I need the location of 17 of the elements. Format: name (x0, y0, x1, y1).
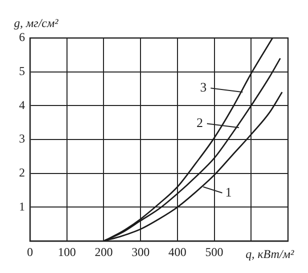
x-axis-title: q, кВт/м² (246, 247, 294, 262)
annotation: 3 (200, 80, 207, 95)
annotation: 2 (196, 115, 203, 130)
x-tick-label: 0 (27, 245, 33, 260)
x-tick-label: 300 (132, 245, 150, 260)
x-tick-label: 100 (58, 245, 76, 260)
annotation: 1 (225, 184, 232, 200)
y-tick-label: 1 (19, 199, 25, 214)
y-tick-label: 5 (19, 64, 25, 78)
y-axis-title: g, мг/см² (14, 16, 59, 30)
y-tick-label: 4 (19, 98, 25, 112)
y-tick-label: 2 (19, 165, 25, 180)
x-tick-label: 400 (168, 245, 186, 260)
y-tick-label: 6 (19, 30, 25, 44)
y-tick-label: 3 (19, 132, 25, 146)
x-tick-label: 200 (94, 245, 113, 260)
x-tick-label: 500 (205, 245, 224, 260)
